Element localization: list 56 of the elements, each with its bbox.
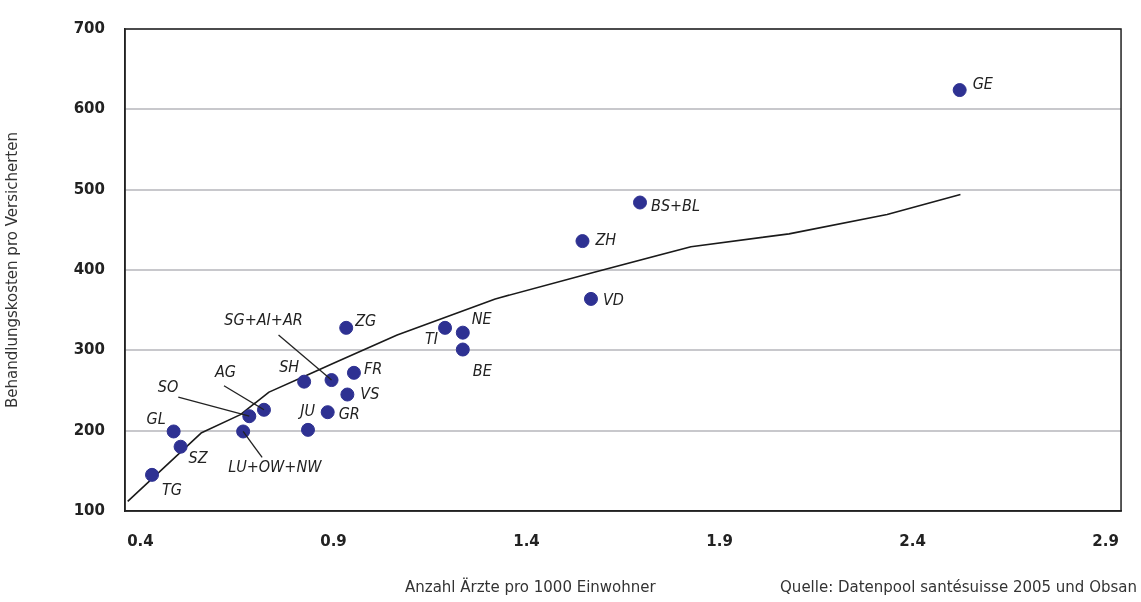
y-tick-label: 600 bbox=[73, 99, 105, 118]
annotation: GE bbox=[972, 74, 994, 94]
point bbox=[166, 424, 181, 439]
y-tick-label: 500 bbox=[73, 179, 105, 198]
point bbox=[340, 387, 355, 402]
x-tick-label: 0.4 bbox=[127, 531, 154, 550]
x-axis-title: Anzahl Ärzte pro 1000 Einwohner bbox=[405, 578, 656, 596]
y-tick-label: 400 bbox=[73, 259, 105, 278]
annotation: ZG bbox=[354, 311, 377, 330]
annotation: TI bbox=[425, 329, 439, 348]
y-axis-title: Behandlungskosten pro Versicherten bbox=[2, 132, 21, 408]
y-tick-label: 300 bbox=[73, 340, 105, 359]
annotation: AG bbox=[213, 361, 236, 381]
point bbox=[339, 320, 354, 335]
annotation: BE bbox=[472, 360, 493, 380]
point bbox=[320, 405, 335, 420]
point bbox=[952, 83, 967, 98]
source-note: Quelle: Datenpool santésuisse 2005 und Obsan bbox=[780, 578, 1137, 596]
x-tick-label: 1.4 bbox=[513, 531, 540, 550]
annotation: SG+AI+AR bbox=[224, 310, 303, 330]
annotation: SZ bbox=[188, 447, 209, 467]
point bbox=[583, 291, 598, 306]
point bbox=[455, 342, 470, 357]
annotation: VS bbox=[360, 383, 380, 403]
point bbox=[324, 373, 339, 388]
annotation: FR bbox=[363, 358, 383, 378]
point bbox=[236, 424, 251, 439]
y-tick-label: 100 bbox=[73, 500, 105, 519]
y-tick-label: 700 bbox=[73, 18, 105, 37]
point bbox=[297, 374, 312, 389]
point bbox=[173, 439, 188, 454]
annotation: SH bbox=[279, 356, 300, 376]
y-tick-label: 200 bbox=[73, 420, 105, 439]
point bbox=[438, 320, 453, 335]
annotation: VD bbox=[602, 290, 624, 310]
point bbox=[256, 402, 271, 417]
x-tick-label: 1.9 bbox=[706, 531, 733, 550]
annotation: TG bbox=[162, 480, 182, 500]
point bbox=[455, 325, 470, 340]
annotation: LU+OW+NW bbox=[228, 456, 323, 476]
annotation: NE bbox=[471, 308, 493, 328]
annotation: ZH bbox=[594, 230, 617, 250]
point bbox=[346, 365, 361, 380]
point bbox=[145, 467, 160, 482]
annotation: JU bbox=[297, 401, 316, 421]
x-tick-label: 0.9 bbox=[320, 531, 347, 550]
annotation: GL bbox=[146, 408, 166, 428]
x-tick-label: 2.9 bbox=[1092, 531, 1119, 550]
annotation: BS+BL bbox=[651, 195, 700, 215]
point bbox=[633, 195, 648, 210]
annotation: SO bbox=[157, 377, 179, 397]
point bbox=[242, 409, 257, 424]
annotation: GR bbox=[338, 404, 360, 424]
point bbox=[300, 422, 315, 437]
point bbox=[575, 234, 590, 249]
x-tick-label: 2.4 bbox=[899, 531, 926, 550]
